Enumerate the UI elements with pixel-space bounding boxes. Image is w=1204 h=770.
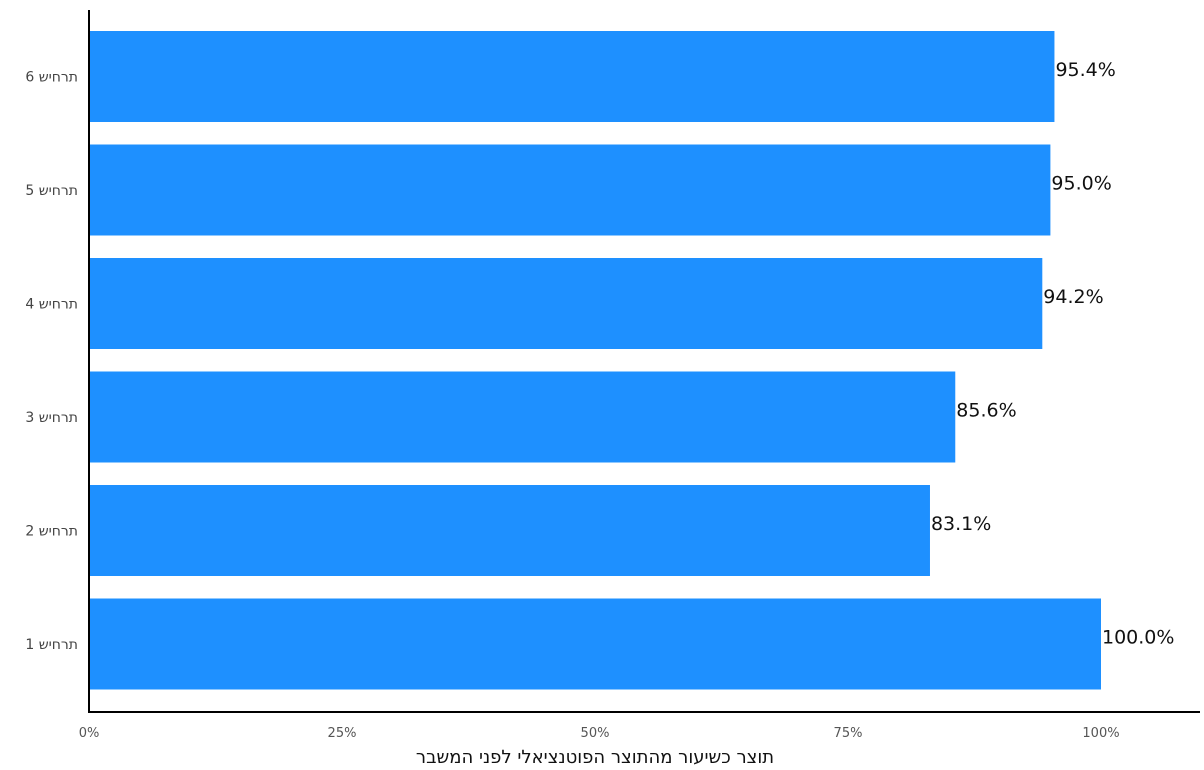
x-tick-labels: 0% 25% 50% 75% 100% — [79, 726, 1120, 741]
category-label-3: תרחיש 3 — [25, 410, 78, 426]
category-label-4: תרחיש 4 — [25, 297, 78, 313]
category-label-5: תרחיש 5 — [25, 183, 78, 199]
bar-4 — [89, 258, 1043, 349]
x-tick-label-5: 100% — [1082, 726, 1119, 741]
x-tick-label-1: 0% — [79, 726, 100, 741]
category-label-2: תרחיש 2 — [25, 524, 78, 540]
category-label-6: תרחיש 6 — [25, 70, 78, 86]
bar-2 — [89, 485, 930, 576]
x-tick-label-3: 50% — [581, 726, 610, 741]
x-tick-label-2: 25% — [328, 726, 357, 741]
x-axis-title: תוצר כשיעור מהתוצר הפוטנציאלי לפני המשבר — [416, 747, 774, 768]
value-label-1: 100.0% — [1102, 627, 1174, 649]
x-tick-label-4: 75% — [834, 726, 863, 741]
category-labels: תרחיש 1 תרחיש 2 תרחיש 3 תרחיש 4 תרחיש 5 תרחיש… — [25, 70, 78, 654]
value-label-4: 94.2% — [1043, 286, 1103, 308]
value-labels: 100.0% 83.1% 85.6% 94.2% 95.0% 95.4% — [931, 59, 1174, 649]
value-label-5: 95.0% — [1051, 173, 1111, 195]
bar-5 — [89, 144, 1051, 236]
bar-1 — [89, 598, 1101, 690]
value-label-6: 95.4% — [1055, 59, 1115, 81]
value-label-2: 83.1% — [931, 513, 991, 535]
category-label-1: תרחיש 1 — [25, 637, 78, 653]
value-label-3: 85.6% — [956, 400, 1016, 422]
bar-6 — [89, 31, 1055, 122]
bars-group — [89, 31, 1101, 690]
bar-3 — [89, 371, 956, 463]
